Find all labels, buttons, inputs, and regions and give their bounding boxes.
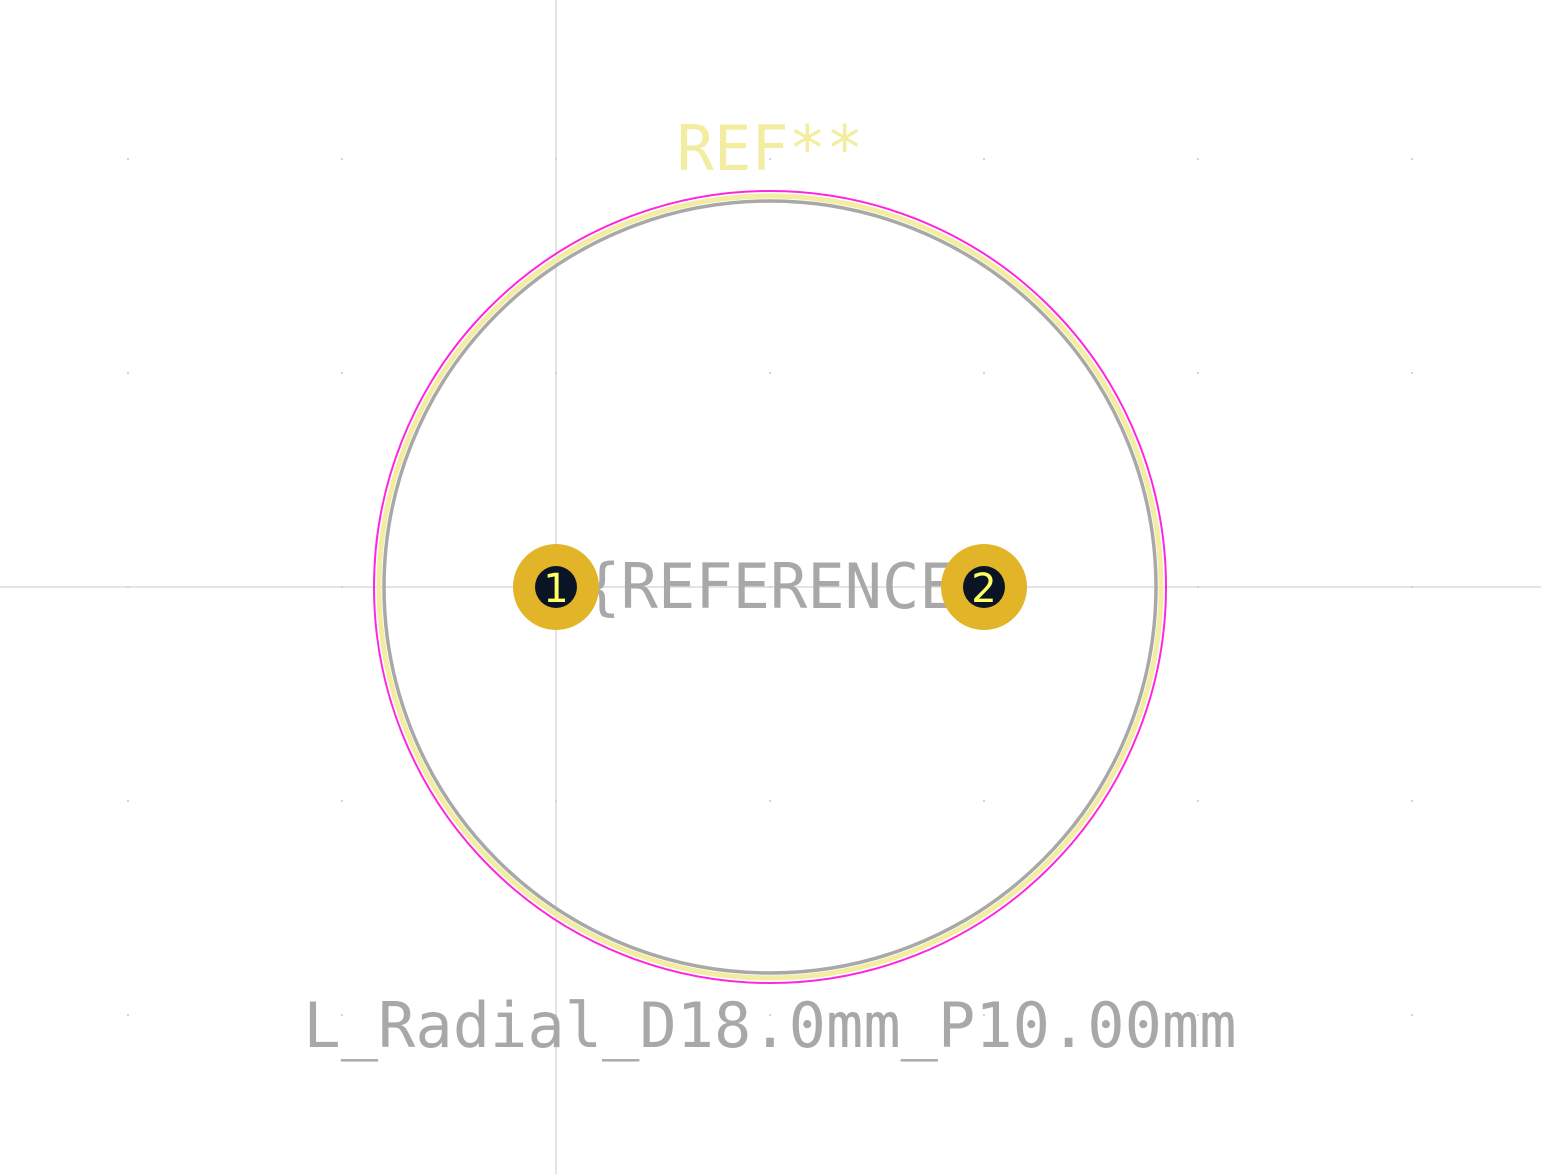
silkscreen-outline — [376, 193, 1164, 981]
fab-outline — [382, 199, 1158, 975]
grid-dot — [127, 158, 129, 160]
grid-dot — [1411, 1014, 1413, 1016]
grid-dot — [1411, 158, 1413, 160]
pad-2-drill — [963, 566, 1005, 608]
grid-dot — [127, 800, 129, 802]
grid-dot — [1411, 372, 1413, 374]
grid-dot — [341, 372, 343, 374]
grid-dot — [1411, 800, 1413, 802]
grid-dot — [341, 1014, 343, 1016]
pad-2-number: 2 — [971, 566, 996, 612]
grid-dot — [769, 1014, 771, 1016]
grid-dot — [1197, 158, 1199, 160]
grid-dot — [341, 158, 343, 160]
pad-1-drill — [535, 566, 577, 608]
grid-dot — [769, 158, 771, 160]
reference-designator[interactable]: REF** — [677, 112, 864, 185]
grid-dot — [1197, 1014, 1199, 1016]
grid-dot — [341, 800, 343, 802]
pad-1-number: 1 — [543, 566, 568, 612]
grid-dot — [1197, 800, 1199, 802]
grid-dot — [127, 1014, 129, 1016]
grid-dot — [769, 800, 771, 802]
pad-2[interactable]: 2 — [941, 544, 1027, 630]
grid-dot — [983, 800, 985, 802]
courtyard-outline — [373, 190, 1167, 984]
grid-dot — [983, 158, 985, 160]
pad-1[interactable]: 1 — [513, 544, 599, 630]
grid-dot — [983, 1014, 985, 1016]
grid-dot — [769, 372, 771, 374]
grid-dot — [1197, 372, 1199, 374]
fab-reference-field[interactable]: ${REFERENCE} — [546, 550, 994, 623]
footprint-value[interactable]: L_Radial_D18.0mm_P10.00mm — [303, 989, 1236, 1062]
grid-dot — [127, 372, 129, 374]
grid-dot — [983, 372, 985, 374]
